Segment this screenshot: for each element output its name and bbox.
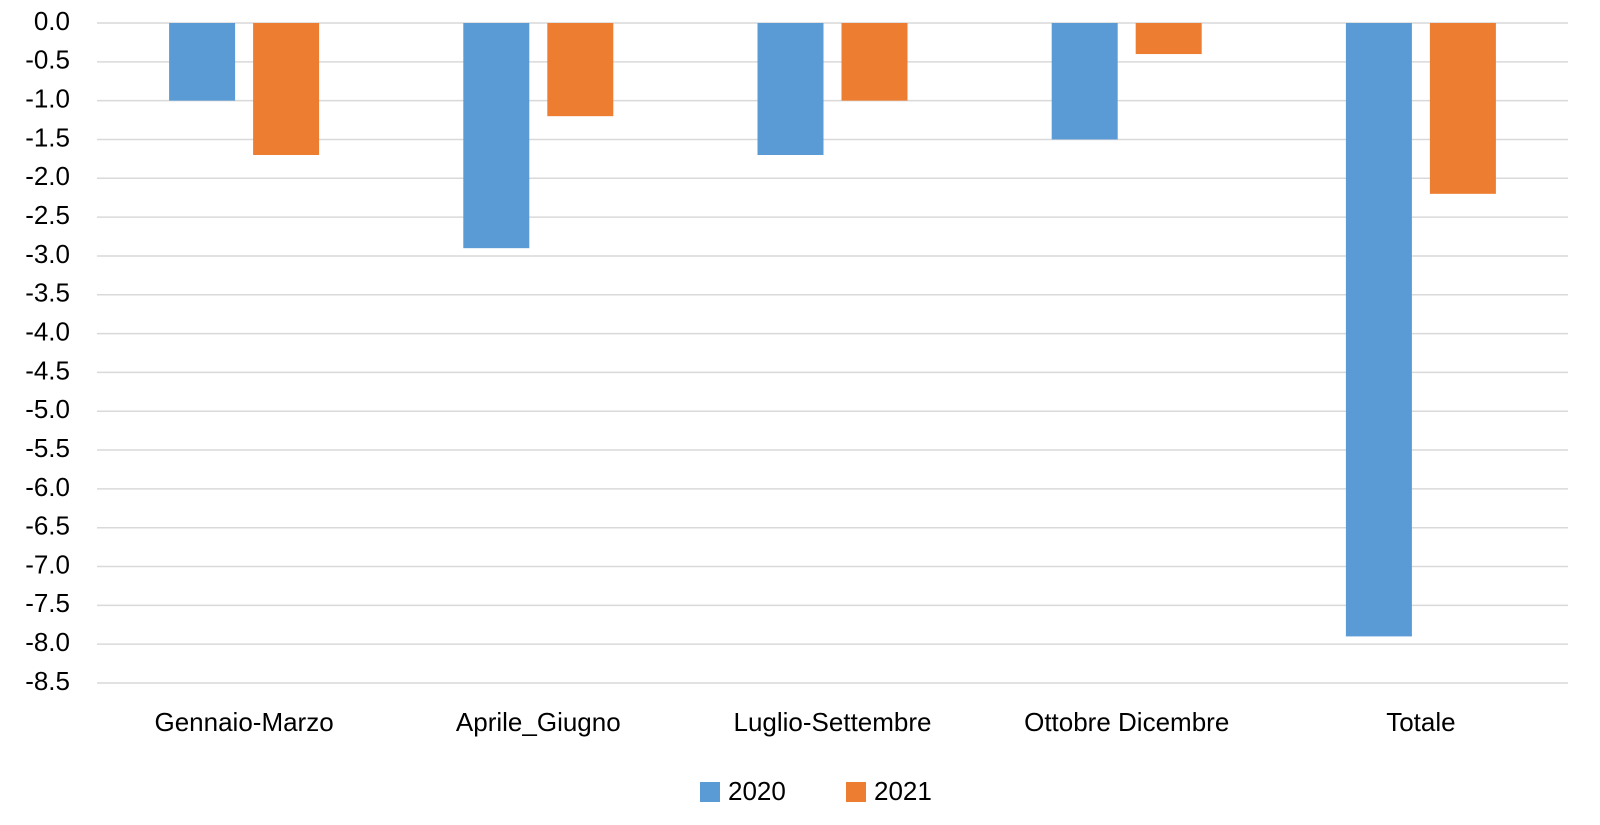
bar [1051,23,1118,140]
bar [253,23,320,155]
y-tick-label: 0.0 [34,6,70,36]
bar [757,23,824,155]
y-tick-label: -2.5 [25,200,70,230]
y-tick-label: -1.5 [25,122,70,152]
y-tick-label: -3.5 [25,278,70,308]
y-tick-label: -4.0 [25,316,70,346]
x-tick-label: Gennaio-Marzo [154,707,333,737]
y-tick-label: -3.0 [25,239,70,269]
x-tick-label: Ottobre Dicembre [1024,707,1229,737]
x-tick-label: Totale [1386,707,1455,737]
y-tick-label: -4.5 [25,355,70,385]
bar [547,23,614,117]
y-tick-label: -2.0 [25,161,70,191]
legend-swatch [846,782,866,802]
y-tick-label: -5.5 [25,433,70,463]
y-tick-label: -7.0 [25,549,70,579]
bar [841,23,908,101]
bar [1345,23,1412,637]
x-tick-label: Luglio-Settembre [734,707,932,737]
y-tick-label: -6.5 [25,511,70,541]
bar [1135,23,1202,55]
y-tick-label: -8.5 [25,666,70,696]
y-tick-label: -8.0 [25,627,70,657]
bar [463,23,530,249]
y-tick-label: -6.0 [25,472,70,502]
y-tick-label: -5.0 [25,394,70,424]
bar [1429,23,1496,194]
y-tick-label: -1.0 [25,84,70,114]
y-tick-label: -0.5 [25,45,70,75]
legend-label: 2020 [728,776,786,806]
x-tick-label: Aprile_Giugno [456,707,621,737]
bar [169,23,236,101]
y-tick-label: -7.5 [25,588,70,618]
legend-label: 2021 [874,776,932,806]
legend-swatch [700,782,720,802]
